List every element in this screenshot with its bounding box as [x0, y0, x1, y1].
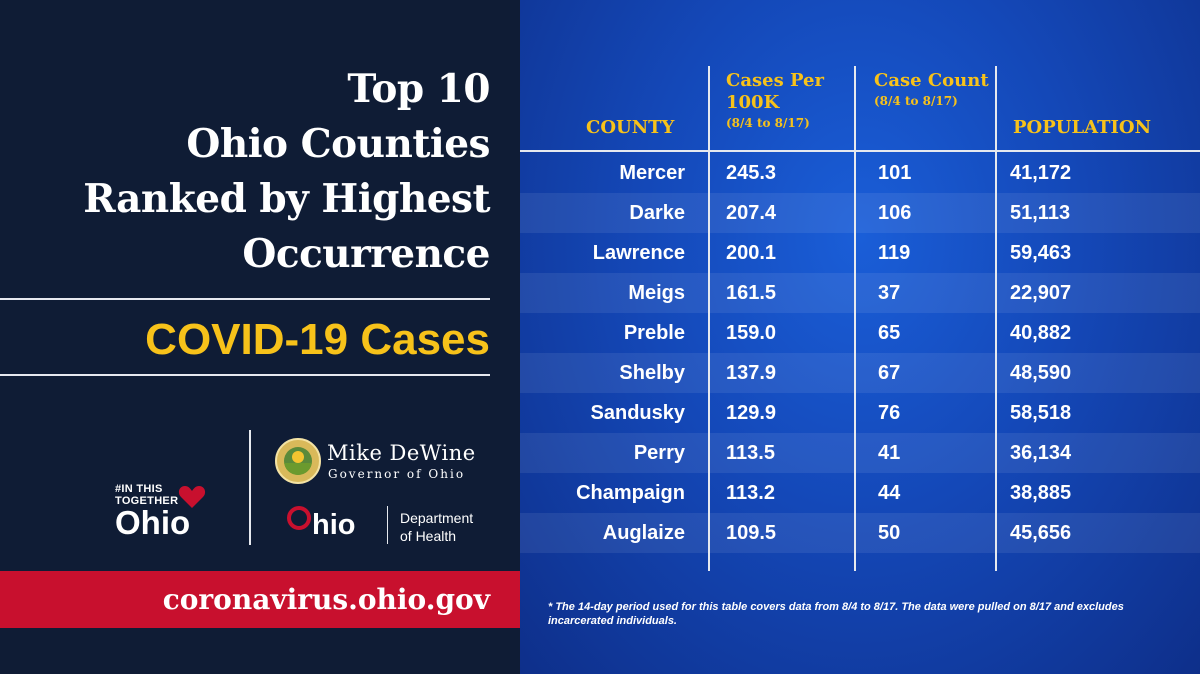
rate-cell: 200.1 [726, 242, 777, 264]
population-cell: 45,656 [1010, 522, 1072, 544]
data-table: COUNTY Cases Per 100K (8/4 to 8/17) Case… [520, 0, 1200, 674]
department-line: Department [400, 510, 474, 526]
table-row: Auglaize 109.5 50 45,656 [520, 513, 1200, 553]
table-row: Champaign 113.2 44 38,885 [520, 473, 1200, 513]
population-cell: 40,882 [1010, 322, 1072, 344]
header-count-label: Case Count [874, 70, 989, 91]
population-cell: 38,885 [1010, 482, 1072, 504]
subtitle: COVID-19 Cases [145, 315, 490, 364]
header-rate-label: Cases Per 100K [726, 70, 824, 113]
divider-bottom [0, 374, 490, 376]
population-cell: 22,907 [1010, 282, 1072, 304]
rate-cell: 161.5 [726, 282, 777, 304]
count-cell: 106 [878, 202, 912, 224]
divider-top [0, 298, 490, 300]
logo-small-text-2: TOGETHER [115, 495, 179, 507]
logo-small-text: #IN THIS [115, 483, 163, 495]
population-cell: 36,134 [1010, 442, 1072, 464]
count-cell: 65 [878, 322, 901, 344]
rate-cell: 113.5 [726, 442, 775, 464]
ohio-seal-icon [275, 438, 321, 484]
count-cell: 44 [878, 482, 901, 504]
header-population-label: POPULATION [1013, 117, 1152, 138]
title-line: Top 10 [347, 66, 490, 112]
health-divider [387, 506, 388, 544]
column-divider [995, 66, 997, 571]
count-cell: 101 [878, 162, 912, 184]
population-cell: 41,172 [1010, 162, 1072, 184]
table-row: Sandusky 129.9 76 58,518 [520, 393, 1200, 433]
county-cell: Darke [629, 202, 685, 224]
count-cell: 76 [878, 402, 901, 424]
ohio-wordmark: hio [312, 509, 356, 541]
count-cell: 50 [878, 522, 901, 544]
title-line: Ohio Counties [186, 121, 490, 167]
county-cell: Lawrence [592, 242, 685, 264]
department-line: of Health [400, 528, 457, 544]
header-county-label: COUNTY [586, 117, 675, 138]
header-rate-sub: (8/4 to 8/17) [726, 116, 810, 130]
table-row: Lawrence 200.1 119 59,463 [520, 233, 1200, 273]
title-line: Occurrence [242, 231, 490, 277]
table-row: Mercer 245.3 101 41,172 [520, 153, 1200, 193]
count-cell: 41 [878, 442, 901, 464]
rate-cell: 129.9 [726, 402, 777, 424]
rate-cell: 113.2 [726, 482, 775, 504]
header-county: COUNTY [586, 117, 674, 139]
logo-divider [249, 430, 251, 545]
ohio-health-logo: Ohio [287, 506, 356, 543]
count-cell: 37 [878, 282, 901, 304]
column-divider [854, 66, 856, 571]
header-count-sub: (8/4 to 8/17) [874, 94, 958, 108]
rate-cell: 245.3 [726, 162, 777, 184]
county-cell: Perry [633, 442, 685, 464]
table-row: Shelby 137.9 67 48,590 [520, 353, 1200, 393]
rate-cell: 109.5 [726, 522, 777, 544]
county-cell: Auglaize [602, 522, 685, 544]
header-rule [520, 150, 1200, 152]
heart-icon [178, 486, 206, 508]
footnote: * The 14-day period used for this table … [548, 601, 1124, 627]
table-row: Preble 159.0 65 40,882 [520, 313, 1200, 353]
county-cell: Sandusky [590, 402, 685, 424]
page-title: Top 10 Ohio Counties Ranked by Highest O… [10, 62, 490, 282]
governor-title: Governor of Ohio [328, 467, 466, 481]
county-cell: Shelby [619, 362, 685, 384]
in-this-together-logo: #IN THIS TOGETHER Ohio [115, 483, 235, 540]
header-count: Case Count (8/4 to 8/17) [874, 70, 994, 108]
rate-cell: 159.0 [726, 322, 777, 344]
county-cell: Champaign [576, 482, 685, 504]
rate-cell: 137.9 [726, 362, 777, 384]
population-cell: 51,113 [1010, 202, 1071, 224]
header-rate: Cases Per 100K (8/4 to 8/17) [726, 70, 846, 130]
count-cell: 67 [878, 362, 901, 384]
title-line: Ranked by Highest [83, 176, 490, 222]
count-cell: 119 [878, 242, 911, 264]
county-cell: Preble [623, 322, 685, 344]
left-panel: Top 10 Ohio Counties Ranked by Highest O… [0, 0, 520, 674]
header-population: POPULATION [1013, 117, 1151, 139]
rate-cell: 207.4 [726, 202, 777, 224]
department-of-health: Department of Health [400, 509, 473, 545]
website-link[interactable]: coronavirus.ohio.gov [162, 583, 490, 616]
column-divider [708, 66, 710, 571]
county-cell: Meigs [628, 282, 685, 304]
table-row: Perry 113.5 41 36,134 [520, 433, 1200, 473]
table-row: Meigs 161.5 37 22,907 [520, 273, 1200, 313]
ohio-o-icon: O [287, 506, 311, 530]
table-row: Darke 207.4 106 51,113 [520, 193, 1200, 233]
governor-name: Mike DeWine [327, 441, 476, 465]
population-cell: 48,590 [1010, 362, 1072, 384]
population-cell: 58,518 [1010, 402, 1072, 424]
county-cell: Mercer [619, 162, 685, 184]
url-banner: coronavirus.ohio.gov [0, 571, 520, 628]
population-cell: 59,463 [1010, 242, 1072, 264]
logo-big-text: Ohio [115, 504, 191, 541]
